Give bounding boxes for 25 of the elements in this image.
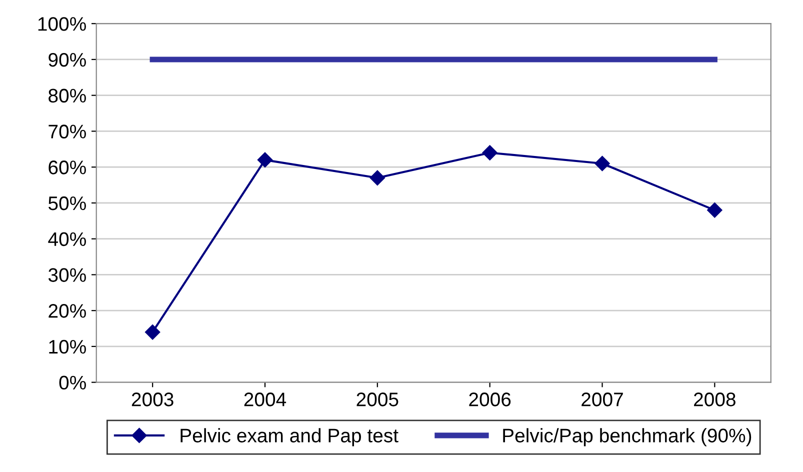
legend-label: Pelvic/Pap benchmark (90%)	[503, 428, 752, 446]
x-tick-label: 2003	[132, 392, 174, 406]
point	[257, 152, 273, 168]
y-tick-label: 30%	[48, 268, 86, 282]
y-tick-label: 0%	[59, 376, 86, 390]
point	[594, 156, 610, 172]
y-tick-label: 100%	[38, 17, 86, 31]
x-tick-label: 2008	[694, 392, 736, 406]
y-tick-label: 50%	[48, 196, 86, 210]
x-tick-label: 2007	[582, 392, 623, 406]
y-tick-label: 80%	[48, 88, 86, 103]
y-tick-label: 20%	[48, 304, 86, 318]
y-tick-label: 70%	[48, 124, 86, 138]
y-tick-label: 60%	[48, 160, 86, 174]
point	[145, 324, 160, 340]
x-tick-label: 2004	[244, 392, 286, 406]
y-tick-label: 40%	[48, 232, 86, 246]
x-tick-label: 2006	[469, 392, 511, 406]
point	[370, 170, 385, 186]
legend-label: Pelvic exam and Pap test	[180, 428, 398, 446]
point	[707, 202, 722, 218]
y-tick-label: 10%	[49, 340, 86, 354]
point	[482, 145, 498, 160]
y-tick-label: 90%	[48, 52, 86, 67]
x-tick-label: 2005	[356, 392, 398, 406]
